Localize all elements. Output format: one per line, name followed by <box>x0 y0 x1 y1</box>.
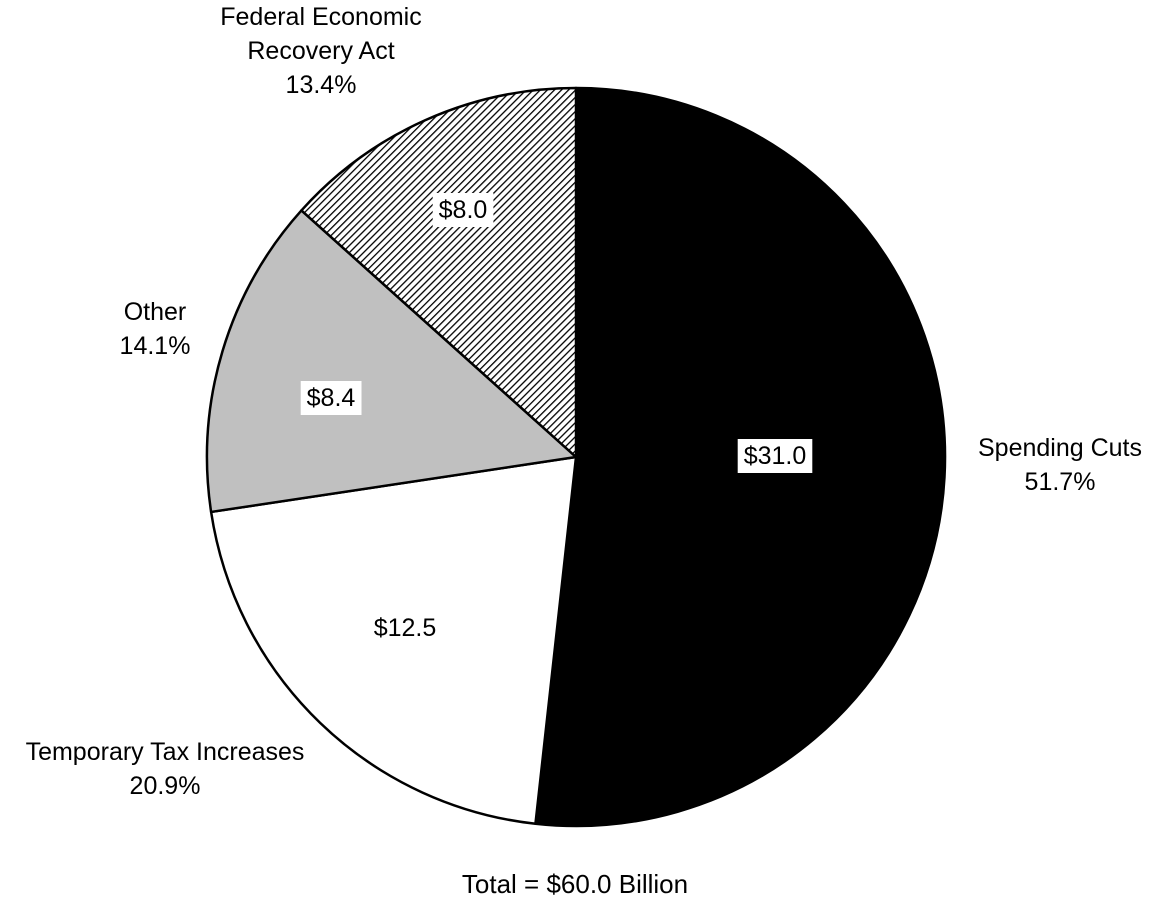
value-label-federal-economic-recovery-act: $8.0 <box>432 193 494 227</box>
value-label-box <box>432 193 494 227</box>
slice-name-line: Temporary Tax Increases <box>26 738 305 766</box>
slice-label-federal-economic-recovery-act: Federal Economic Recovery Act 13.4% <box>220 3 421 99</box>
slice-percent: 51.7% <box>1025 468 1096 496</box>
slice-name-line: Spending Cuts <box>978 434 1142 462</box>
value-label-text: $8.4 <box>307 384 356 412</box>
pie-slice-federal-economic-recovery-act <box>300 86 578 459</box>
value-label-box <box>737 439 813 473</box>
value-label-box <box>300 381 362 415</box>
total-label: Total = $60.0 Billion <box>462 869 688 899</box>
slice-name-line: Other <box>124 298 187 326</box>
slice-percent: 13.4% <box>286 71 357 99</box>
slice-percent: 20.9% <box>130 772 201 800</box>
slice-name-line: Federal Economic <box>220 3 421 31</box>
pie-slice-temporary-tax-increases <box>209 455 578 826</box>
value-label-text: $8.0 <box>439 196 488 224</box>
value-label-text: $31.0 <box>744 442 807 470</box>
slice-name-line: Recovery Act <box>247 37 394 65</box>
value-label-temporary-tax-increases: $12.5 <box>374 614 437 642</box>
slice-label-temporary-tax-increases: Temporary Tax Increases 20.9% <box>26 738 305 800</box>
value-label-other: $8.4 <box>300 381 362 415</box>
value-label-text: $12.5 <box>374 614 437 642</box>
pie-slice-other <box>205 209 578 514</box>
slice-label-spending-cuts: Spending Cuts 51.7% <box>978 434 1142 496</box>
slice-label-other: Other 14.1% <box>120 298 191 360</box>
value-label-spending-cuts: $31.0 <box>737 439 813 473</box>
slice-percent: 14.1% <box>120 332 191 360</box>
